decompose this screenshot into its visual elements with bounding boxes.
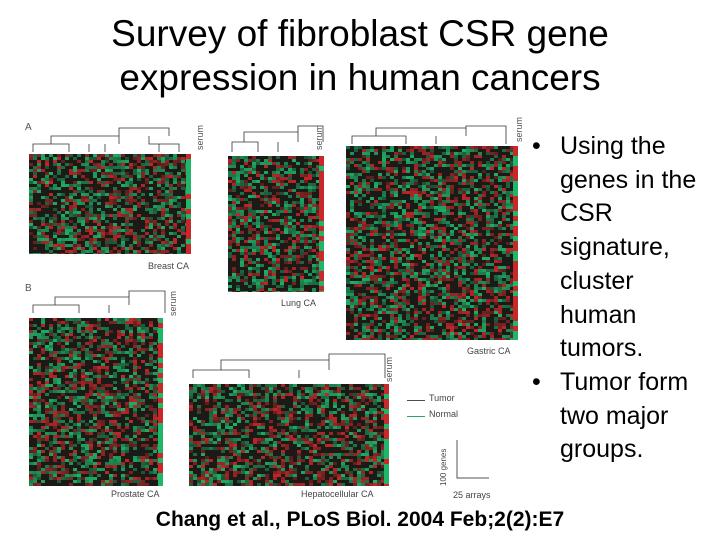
gastric-heatmap-grid: [346, 146, 518, 341]
prostate-heatmap-grid: [29, 318, 165, 488]
prostate-heatmap: [29, 318, 165, 488]
slide-title: Survey of fibroblast CSR gene expression…: [40, 12, 680, 100]
breast-label: Breast CA: [148, 261, 190, 271]
lung-heatmap-grid: [228, 156, 324, 296]
bullet-list: • Using the genes in the CSR signature, …: [530, 130, 715, 467]
scale-genes-label: 100 genes: [439, 448, 448, 486]
hepato-label: Hepatocellular CA: [301, 489, 374, 499]
gastric-dendrogram: [351, 125, 507, 144]
tumor-legend-label: Tumor: [429, 393, 455, 403]
citation: Chang et al., PLoS Biol. 2004 Feb;2(2):E…: [155, 508, 565, 531]
bullet-text: Tumor form two major groups.: [560, 367, 689, 464]
prostate-label: Prostate CA: [111, 489, 160, 499]
gastric-label: Gastric CA: [467, 346, 511, 356]
panel-letter-b: B: [25, 283, 32, 294]
lung-label: Lung CA: [281, 298, 317, 308]
bullet-dot-icon: •: [532, 367, 541, 396]
breast-dendrogram: [32, 127, 180, 152]
normal-legend-label: Normal: [429, 409, 459, 419]
heatmap-figure: A B serum Breast CA serum Lung CA serum …: [23, 116, 524, 502]
bullet-item: • Using the genes in the CSR signature, …: [530, 130, 715, 366]
hepato-dendrogram: [192, 353, 386, 378]
lung-dendrogram: [231, 125, 324, 152]
title-line-2: expression in human cancers: [119, 57, 601, 98]
normal-legend-swatch: [407, 416, 425, 417]
tumor-legend-swatch: [407, 400, 425, 401]
breast-heatmap: [29, 154, 193, 256]
hepato-heatmap: [189, 384, 389, 489]
panel-letter-a: A: [25, 122, 32, 133]
breast-heatmap-grid: [29, 154, 193, 256]
breast-serum-label: serum: [195, 124, 205, 150]
prostate-serum-label: serum: [168, 290, 178, 316]
lung-heatmap: [228, 156, 324, 296]
gastric-heatmap: [346, 146, 518, 341]
hepato-serum-label: serum: [384, 356, 394, 382]
bullet-text: Using the genes in the CSR signature, cl…: [560, 132, 697, 363]
hepato-heatmap-grid: [189, 384, 389, 489]
bullet-item: • Tumor form two major groups.: [530, 366, 715, 467]
scale-bar: [456, 440, 489, 479]
bullet-dot-icon: •: [532, 132, 541, 160]
title-line-1: Survey of fibroblast CSR gene: [111, 13, 609, 54]
prostate-dendrogram: [32, 290, 166, 313]
lung-serum-label: serum: [314, 124, 324, 150]
scale-arrays-label: 25 arrays: [453, 490, 491, 500]
gastric-serum-label: serum: [514, 116, 524, 142]
